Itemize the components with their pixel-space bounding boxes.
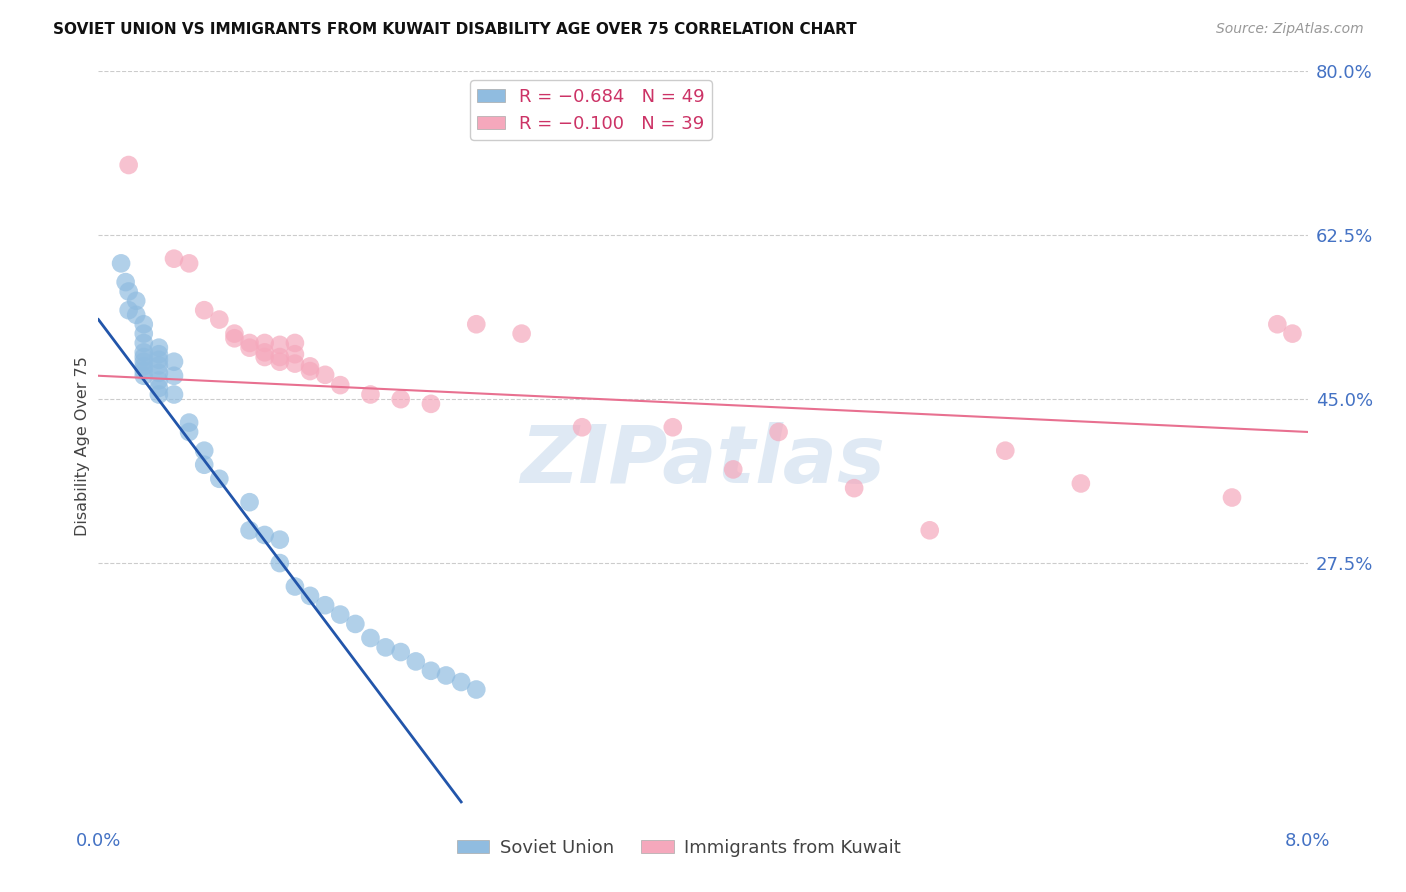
Point bbox=[768, 425, 790, 439]
Point bbox=[405, 655, 427, 669]
Point bbox=[132, 368, 155, 383]
Point bbox=[179, 416, 201, 430]
Point bbox=[844, 481, 866, 495]
Point bbox=[434, 668, 457, 682]
Point bbox=[193, 458, 215, 472]
Point bbox=[125, 293, 148, 308]
Point bbox=[114, 275, 136, 289]
Point bbox=[571, 420, 593, 434]
Point bbox=[344, 617, 367, 632]
Point bbox=[179, 256, 201, 270]
Point bbox=[132, 345, 155, 359]
Point bbox=[253, 336, 276, 351]
Point bbox=[118, 285, 141, 299]
Legend: Soviet Union, Immigrants from Kuwait: Soviet Union, Immigrants from Kuwait bbox=[450, 831, 908, 864]
Point bbox=[510, 326, 533, 341]
Point bbox=[163, 387, 186, 401]
Point bbox=[148, 352, 170, 367]
Point bbox=[132, 336, 155, 351]
Point bbox=[299, 359, 322, 374]
Point bbox=[420, 664, 443, 678]
Point bbox=[284, 347, 307, 361]
Point bbox=[269, 350, 291, 364]
Point bbox=[163, 355, 186, 369]
Point bbox=[148, 366, 170, 380]
Point bbox=[125, 308, 148, 322]
Point bbox=[132, 364, 155, 378]
Point bbox=[148, 359, 170, 373]
Point bbox=[269, 355, 291, 369]
Point bbox=[110, 256, 132, 270]
Y-axis label: Disability Age Over 75: Disability Age Over 75 bbox=[75, 356, 90, 536]
Point bbox=[299, 589, 322, 603]
Point bbox=[208, 312, 231, 326]
Point bbox=[1267, 318, 1289, 332]
Point bbox=[465, 318, 488, 332]
Text: SOVIET UNION VS IMMIGRANTS FROM KUWAIT DISABILITY AGE OVER 75 CORRELATION CHART: SOVIET UNION VS IMMIGRANTS FROM KUWAIT D… bbox=[53, 22, 858, 37]
Point bbox=[450, 675, 472, 690]
Point bbox=[360, 631, 382, 645]
Point bbox=[253, 528, 276, 542]
Point bbox=[208, 472, 231, 486]
Point bbox=[118, 158, 141, 172]
Point bbox=[163, 368, 186, 383]
Text: Source: ZipAtlas.com: Source: ZipAtlas.com bbox=[1216, 22, 1364, 37]
Point bbox=[239, 524, 262, 538]
Point bbox=[389, 645, 412, 659]
Point bbox=[374, 640, 396, 655]
Point bbox=[239, 341, 262, 355]
Point bbox=[239, 336, 262, 351]
Point bbox=[148, 387, 170, 401]
Point bbox=[284, 357, 307, 371]
Point bbox=[299, 364, 322, 378]
Text: ZIPatlas: ZIPatlas bbox=[520, 422, 886, 500]
Point bbox=[723, 462, 745, 476]
Point bbox=[148, 374, 170, 388]
Point bbox=[465, 682, 488, 697]
Point bbox=[224, 331, 246, 345]
Point bbox=[1281, 326, 1303, 341]
Point bbox=[148, 381, 170, 395]
Point bbox=[224, 326, 246, 341]
Point bbox=[253, 350, 276, 364]
Point bbox=[1220, 491, 1243, 505]
Point bbox=[661, 420, 683, 434]
Point bbox=[193, 443, 215, 458]
Point bbox=[314, 368, 336, 382]
Point bbox=[132, 359, 155, 374]
Point bbox=[132, 355, 155, 369]
Point bbox=[269, 533, 291, 547]
Point bbox=[239, 495, 262, 509]
Point bbox=[314, 599, 336, 613]
Point bbox=[148, 347, 170, 361]
Point bbox=[329, 607, 352, 622]
Point bbox=[360, 387, 382, 401]
Point bbox=[132, 326, 155, 341]
Point bbox=[389, 392, 412, 407]
Point bbox=[132, 350, 155, 364]
Point bbox=[994, 443, 1017, 458]
Point bbox=[163, 252, 186, 266]
Point bbox=[1070, 476, 1092, 491]
Point bbox=[148, 341, 170, 355]
Point bbox=[284, 580, 307, 594]
Point bbox=[253, 345, 276, 359]
Point bbox=[420, 397, 443, 411]
Point bbox=[269, 338, 291, 352]
Point bbox=[918, 524, 941, 538]
Point bbox=[132, 318, 155, 332]
Point bbox=[284, 336, 307, 351]
Point bbox=[193, 303, 215, 318]
Point bbox=[179, 425, 201, 439]
Point bbox=[118, 303, 141, 318]
Point bbox=[329, 378, 352, 392]
Point bbox=[269, 556, 291, 570]
